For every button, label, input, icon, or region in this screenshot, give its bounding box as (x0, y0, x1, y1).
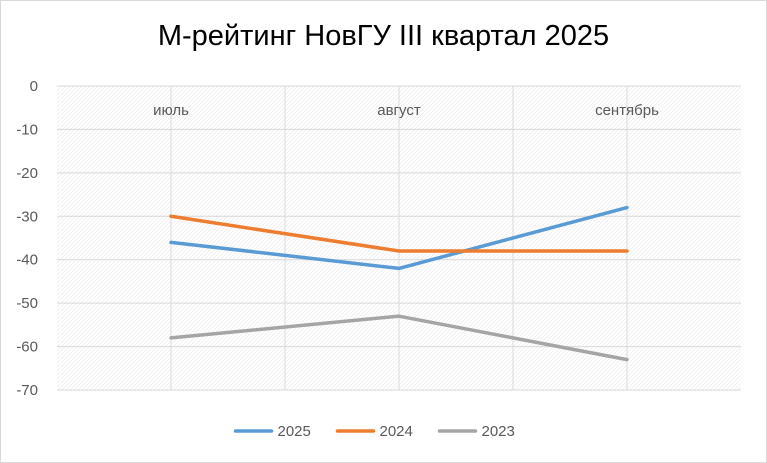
legend-label: 2024 (380, 423, 413, 440)
legend-item-2024: 2024 (335, 423, 413, 440)
series-line-2025 (169, 205, 629, 271)
chart-title: М-рейтинг НовГУ III квартал 2025 (157, 20, 610, 52)
x-tick-label: июль (153, 102, 189, 119)
x-tick-label: август (377, 102, 421, 119)
y-tick-label: 0 (30, 78, 38, 95)
legend-label: 2025 (278, 423, 311, 440)
x-axis-ticks: июль август сентябрь (153, 102, 659, 119)
legend: 2025 2024 2023 (233, 423, 515, 440)
y-tick-label: -10 (16, 121, 38, 138)
legend-label: 2023 (482, 423, 515, 440)
series-line-2023 (169, 314, 629, 362)
y-tick-label: -20 (16, 165, 38, 182)
y-axis-ticks: 0 -10 -20 -30 -40 -50 -60 -70 (16, 78, 38, 399)
y-tick-label: -60 (16, 339, 38, 356)
y-tick-label: -40 (16, 252, 38, 269)
y-tick-label: -30 (16, 208, 38, 225)
x-tick-label: сентябрь (595, 102, 659, 119)
legend-item-2023: 2023 (437, 423, 515, 440)
y-tick-label: -70 (16, 382, 38, 399)
series-lines (169, 205, 629, 362)
legend-item-2025: 2025 (233, 423, 311, 440)
y-tick-label: -50 (16, 295, 38, 312)
series-line-2024 (169, 214, 629, 253)
